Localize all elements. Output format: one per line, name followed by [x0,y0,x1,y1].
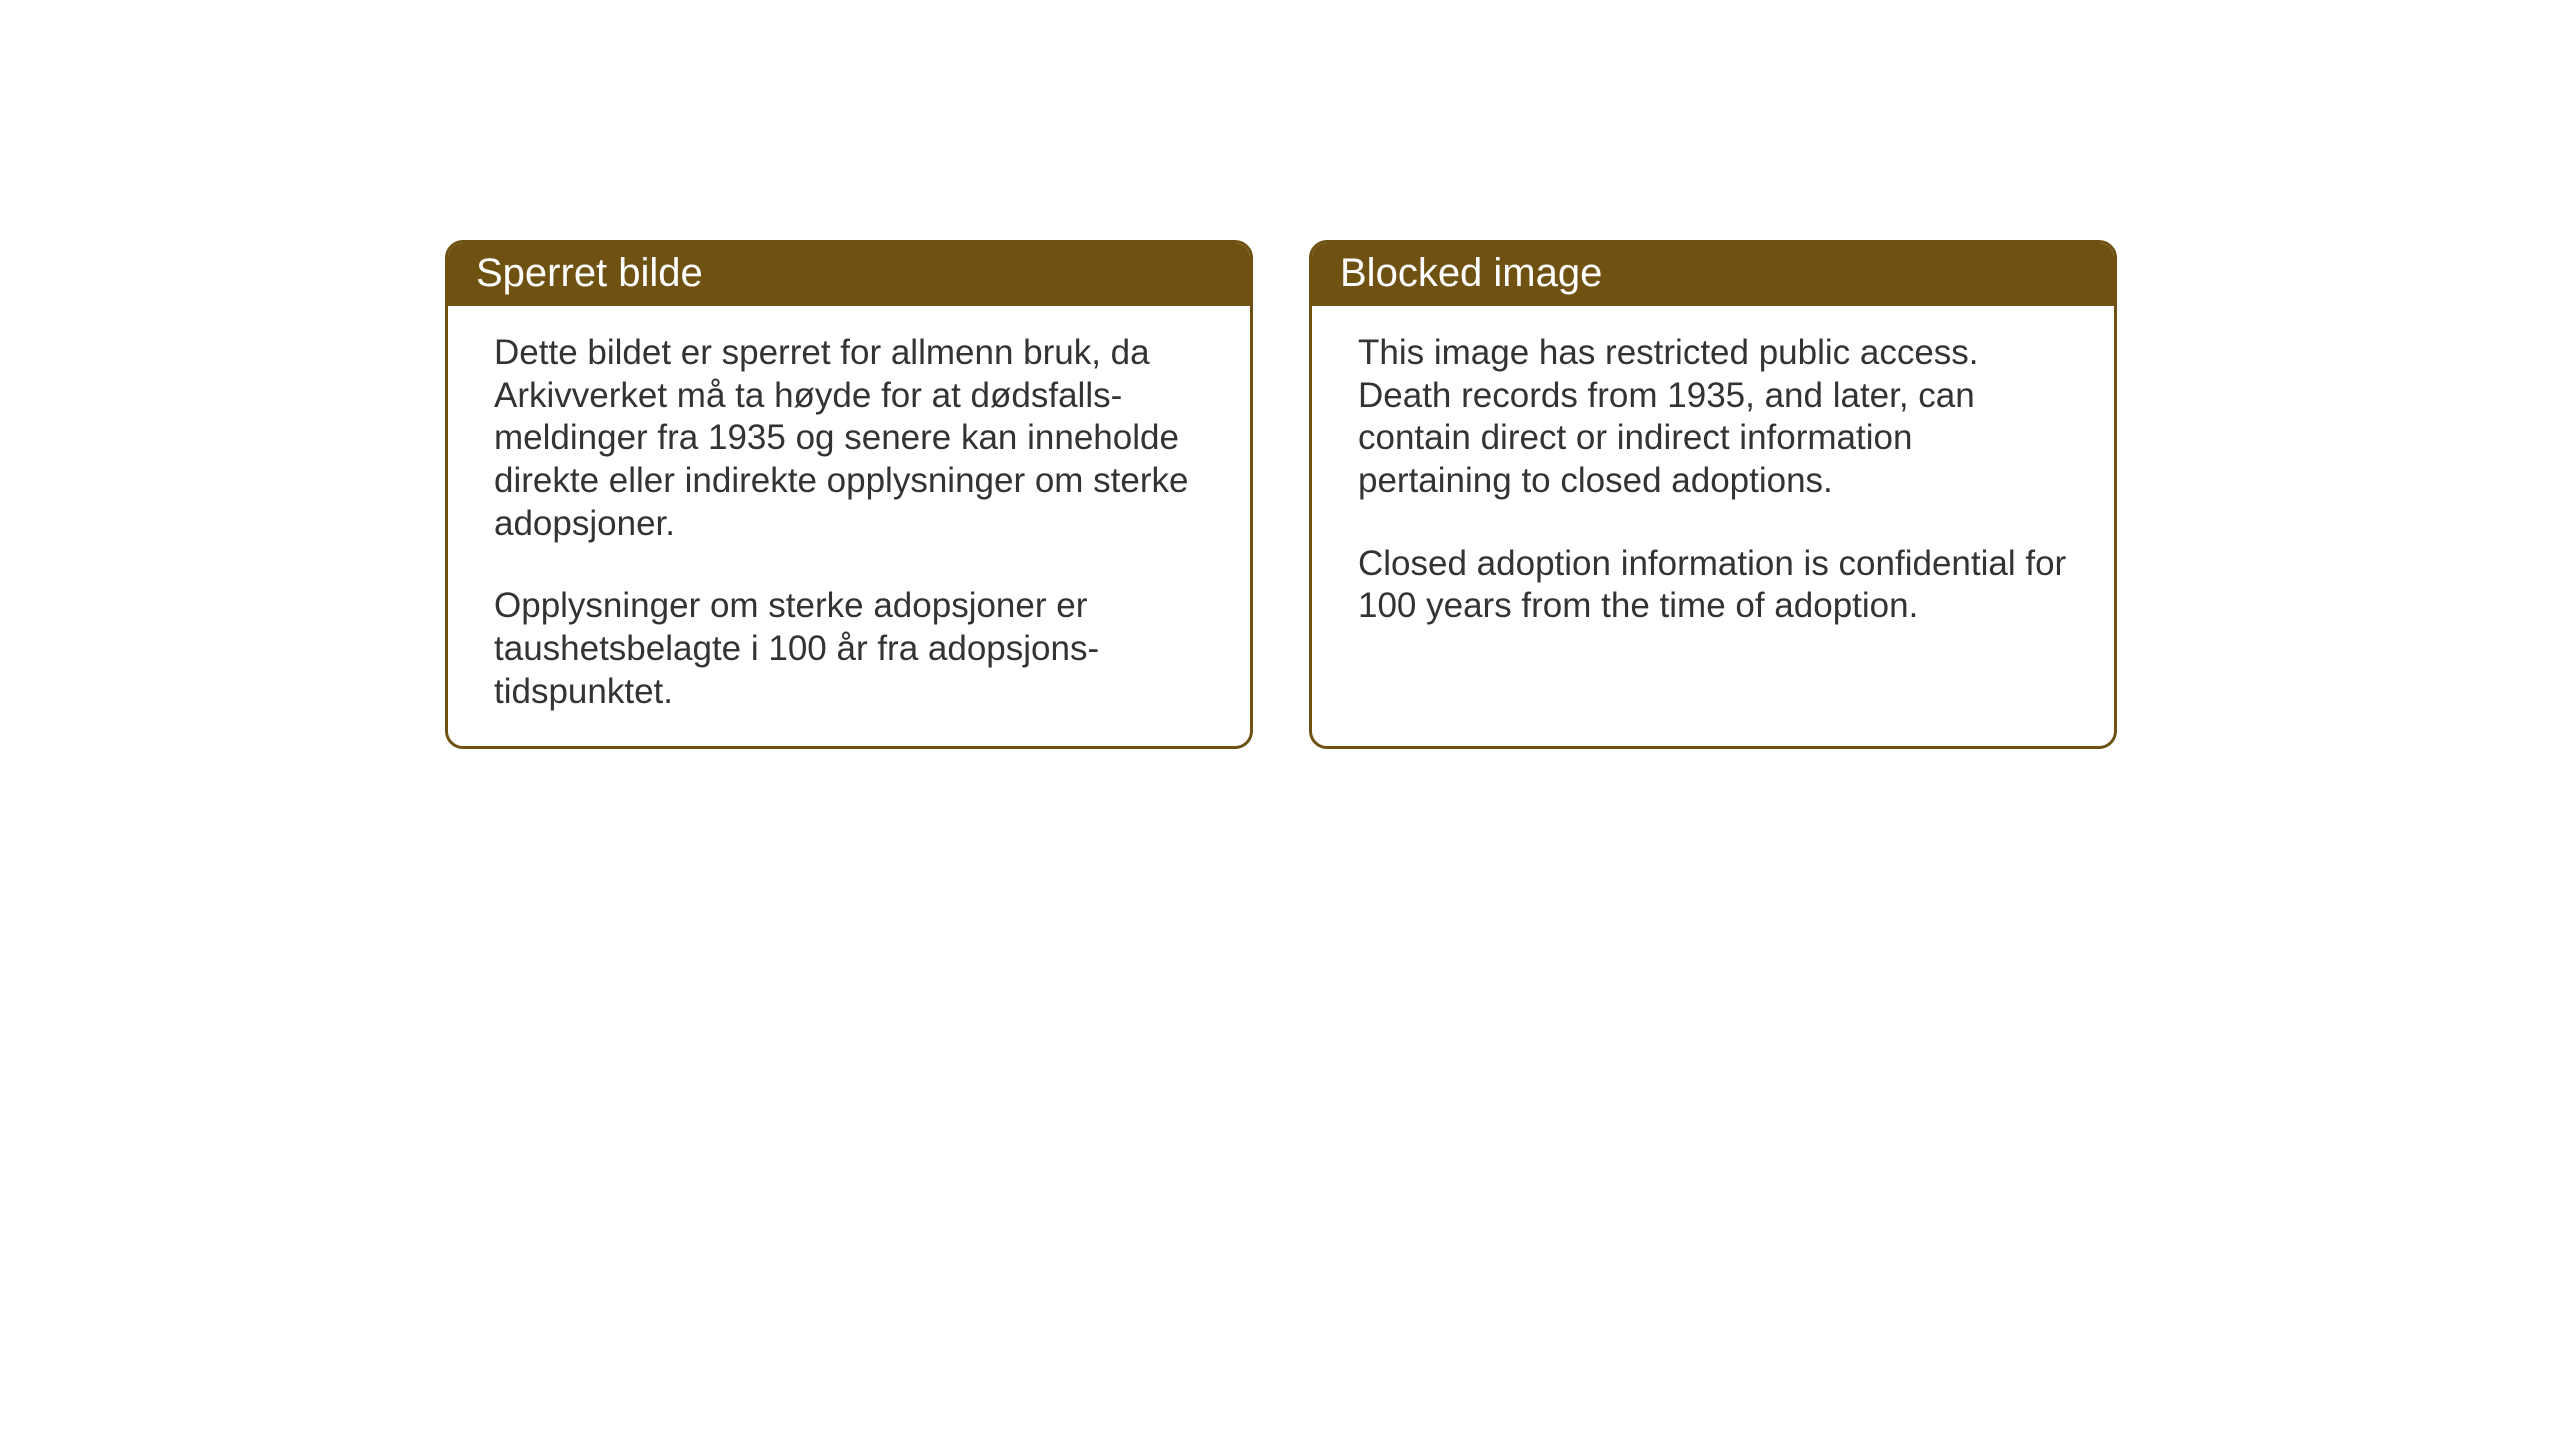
card-header-norwegian: Sperret bilde [448,243,1250,306]
card-header-english: Blocked image [1312,243,2114,306]
card-body-norwegian: Dette bildet er sperret for allmenn bruk… [448,306,1250,746]
card-paragraph1-norwegian: Dette bildet er sperret for allmenn bruk… [494,332,1204,545]
card-english: Blocked image This image has restricted … [1309,240,2117,749]
card-body-english: This image has restricted public access.… [1312,306,2114,730]
card-paragraph1-english: This image has restricted public access.… [1358,332,2068,503]
card-paragraph2-english: Closed adoption information is confident… [1358,543,2068,628]
card-paragraph2-norwegian: Opplysninger om sterke adopsjoner er tau… [494,585,1204,713]
card-title-english: Blocked image [1340,251,1602,295]
card-norwegian: Sperret bilde Dette bildet er sperret fo… [445,240,1253,749]
card-title-norwegian: Sperret bilde [476,251,703,295]
cards-container: Sperret bilde Dette bildet er sperret fo… [445,240,2117,749]
